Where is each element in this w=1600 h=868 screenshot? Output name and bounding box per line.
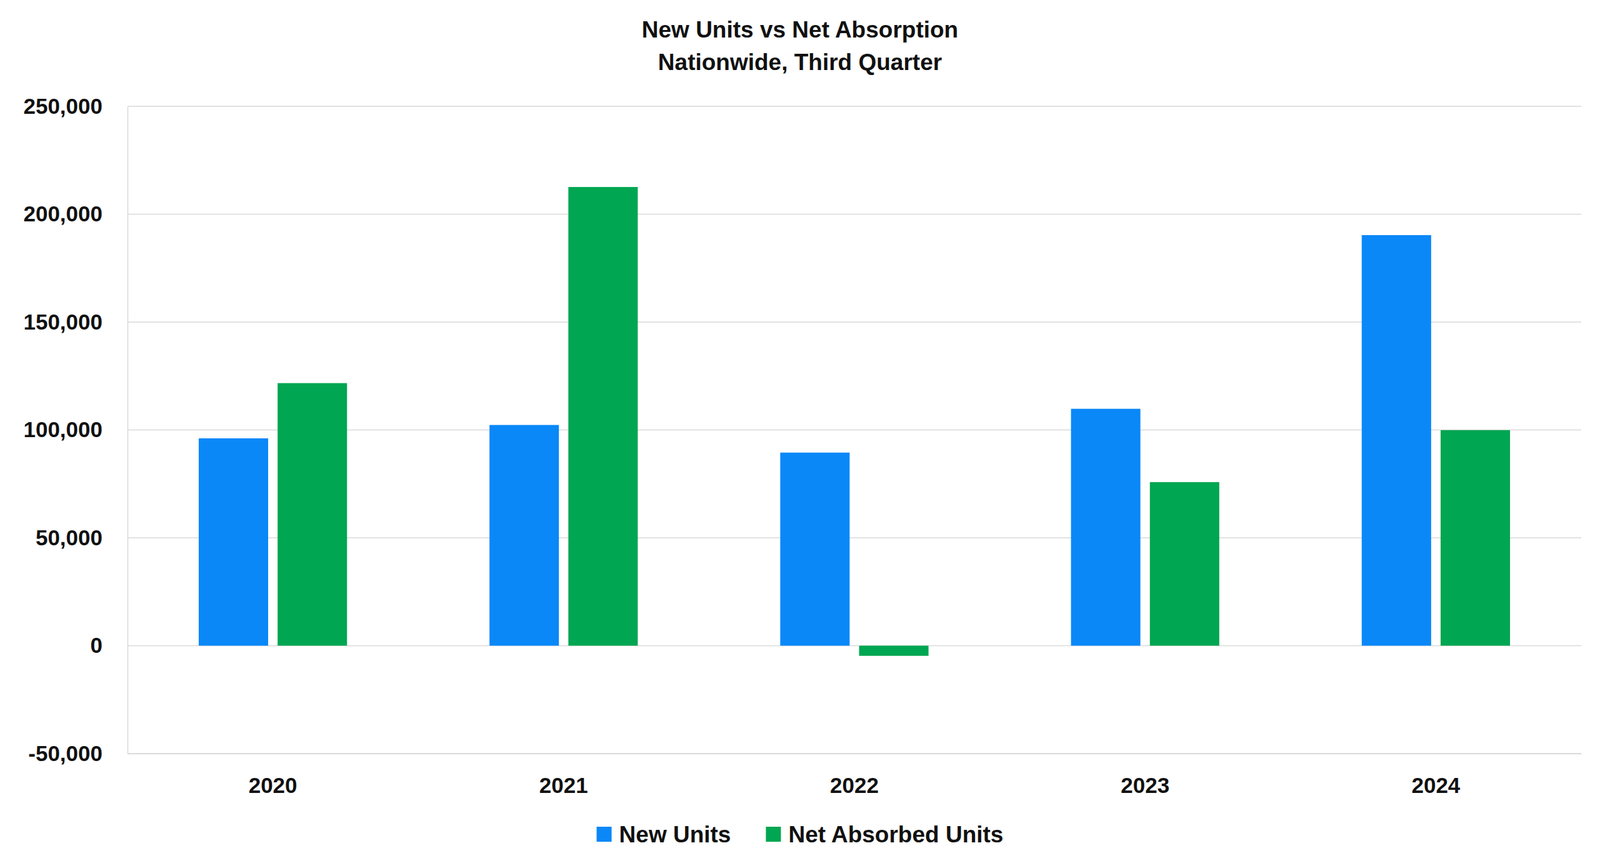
x-tick: 2020 <box>248 753 298 797</box>
chart: New Units vs Net Absorption Nationwide, T… <box>0 0 1600 868</box>
x-tick: 2024 <box>1411 753 1460 797</box>
bar <box>277 383 347 646</box>
y-tick-label: 100,000 <box>23 416 103 442</box>
x-tick-label: 2020 <box>248 772 298 797</box>
bar <box>1071 408 1141 646</box>
grid-line <box>127 752 1582 754</box>
y-tick: 250,000 <box>23 93 128 119</box>
legend-swatch <box>596 826 612 842</box>
bar <box>1361 235 1432 646</box>
y-axis-line <box>127 106 129 754</box>
bars <box>198 186 1510 656</box>
bar <box>489 425 559 646</box>
legend-item: Net Absorbed Units <box>765 821 1004 847</box>
x-tick-label: 2024 <box>1411 772 1460 797</box>
y-tick: 0 <box>90 632 128 657</box>
legend-label: Net Absorbed Units <box>788 821 1004 847</box>
x-tick-label: 2021 <box>539 772 589 797</box>
y-tick: 100,000 <box>23 416 128 442</box>
x-axis: 2020 2021 2022 2023 2024 <box>128 753 1582 797</box>
subtitle: Nationwide, Third Quarter <box>658 49 942 75</box>
bar <box>780 452 850 646</box>
y-tick: 200,000 <box>23 201 128 226</box>
y-tick-label: 150,000 <box>23 309 103 334</box>
bar <box>1150 481 1220 646</box>
x-tick-label: 2022 <box>830 772 879 797</box>
x-axis-line <box>128 753 1582 755</box>
x-tick: 2021 <box>539 753 589 797</box>
x-tick-label: 2023 <box>1120 772 1170 797</box>
y-tick: 150,000 <box>23 309 128 334</box>
y-tick-label: 200,000 <box>23 201 103 226</box>
x-tick: 2023 <box>1120 753 1170 797</box>
legend-label: New Units <box>619 821 732 847</box>
y-tick: -50,000 <box>28 740 128 765</box>
bar <box>568 186 638 645</box>
grid <box>127 106 1582 754</box>
legend-swatch <box>765 826 781 842</box>
grid-line <box>127 213 1582 215</box>
legend: New Units Net Absorbed Units <box>596 821 1004 847</box>
y-tick-label: -50,000 <box>28 740 103 765</box>
y-tick: 50,000 <box>35 525 128 550</box>
y-axis: -50,000 0 50,000 100,000 150,000 200,000 250,0… <box>23 93 128 765</box>
y-tick-label: 50,000 <box>35 525 103 550</box>
grid-line <box>127 105 1582 107</box>
bar <box>1440 430 1510 646</box>
legend-item: New Units <box>596 821 732 847</box>
bar <box>198 438 269 646</box>
x-tick: 2022 <box>830 753 879 797</box>
bar <box>859 645 929 656</box>
y-tick-label: 250,000 <box>23 93 103 119</box>
y-tick-label: 0 <box>90 632 103 657</box>
title: New Units vs Net Absorption <box>641 16 959 43</box>
